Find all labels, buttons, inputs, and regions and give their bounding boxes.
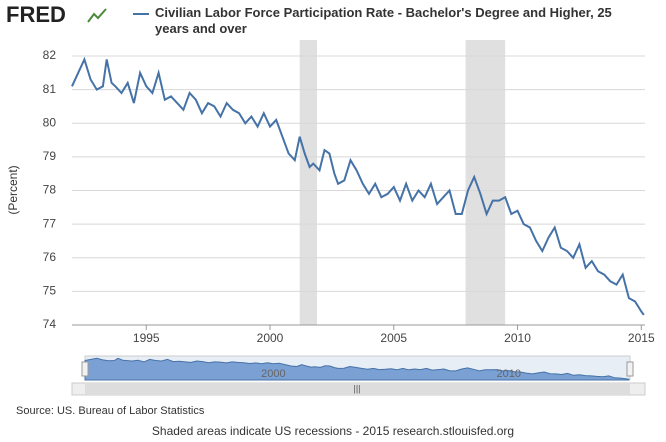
legend-line: Civilian Labor Force Participation Rate …: [155, 5, 615, 20]
x-tick-label: 2010: [504, 331, 531, 345]
y-tick-label: 76: [43, 250, 57, 264]
x-tick-label: 2015: [628, 331, 655, 345]
series-line: [71, 56, 645, 316]
navigator-handle[interactable]: [626, 361, 634, 377]
scrollbar-thumb[interactable]: [85, 384, 630, 394]
scrollbar-grip[interactable]: |||: [353, 383, 360, 393]
source: Source: US. Bureau of Labor Statistics: [16, 405, 205, 417]
navigator-tick-label: 2010: [497, 368, 521, 380]
y-tick-label: 77: [43, 216, 57, 230]
logo: FRED: [6, 2, 66, 27]
y-tick-label: 80: [43, 115, 57, 129]
navigator-series: [84, 357, 630, 381]
recession: [299, 40, 318, 325]
y-tick-label: 78: [43, 183, 57, 197]
navigator-handle[interactable]: [81, 361, 89, 377]
y-tick-label: 81: [43, 82, 57, 96]
y-axis-label: (Percent): [6, 165, 20, 214]
y-tick-label: 74: [43, 317, 57, 331]
x-tick-label: 2005: [380, 331, 407, 345]
x-tick-label: 2000: [257, 331, 284, 345]
logo-icon: [87, 8, 107, 23]
navigator-tick-label: 2000: [261, 368, 285, 380]
x-tick-label: 1995: [133, 331, 160, 345]
y-tick-label: 75: [43, 284, 57, 298]
footer: Shaded areas indicate US recessions - 20…: [152, 424, 514, 438]
y-tick-label: 79: [43, 149, 57, 163]
plot-area: [72, 40, 645, 325]
legend-label: Civilian Labor Force Participation Rate …: [155, 5, 615, 36]
legend-line: years and over: [155, 21, 247, 36]
y-tick-label: 82: [43, 48, 57, 62]
